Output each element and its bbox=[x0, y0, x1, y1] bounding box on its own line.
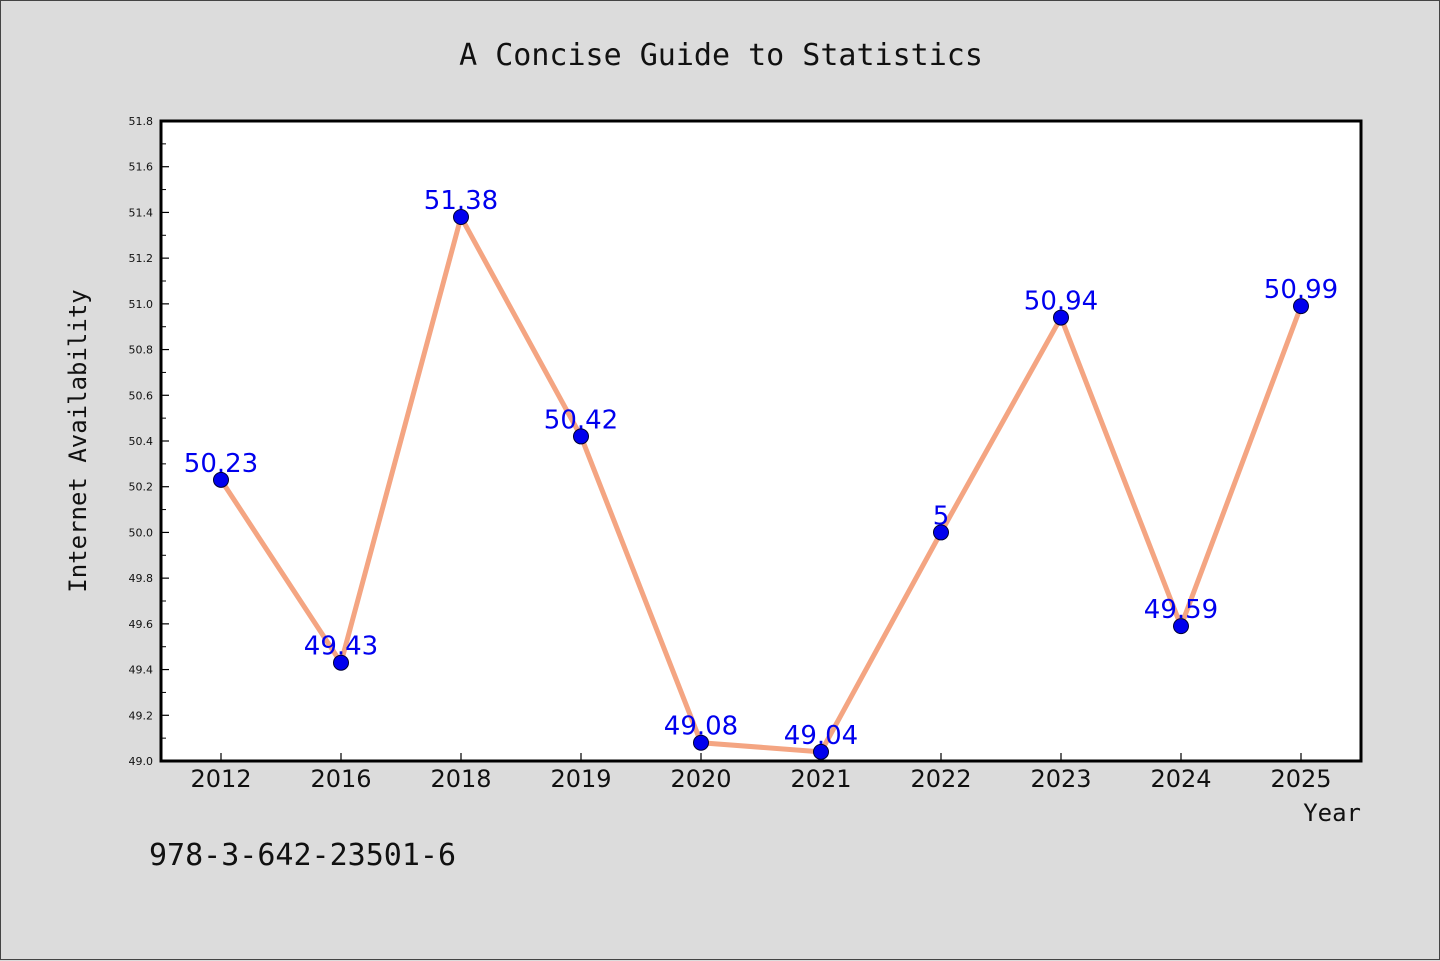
data-label: 51.38 bbox=[424, 186, 498, 216]
data-label: 49.08 bbox=[664, 712, 738, 742]
x-axis: 2012 2016 2018 2019 2020 2021 2022 2023 2024 2025 bbox=[190, 753, 1332, 793]
data-label: 49.43 bbox=[304, 632, 378, 662]
chart-title: A Concise Guide to Statistics bbox=[459, 38, 983, 73]
y-tick-label: 51.2 bbox=[129, 252, 154, 265]
data-point bbox=[1053, 309, 1069, 326]
y-tick-label: 51.0 bbox=[129, 298, 154, 311]
y-tick-label: 49.4 bbox=[129, 664, 154, 677]
y-tick-label: 49.8 bbox=[129, 572, 154, 585]
y-tick-label: 50.6 bbox=[129, 389, 154, 402]
data-point bbox=[813, 743, 829, 760]
y-tick-label: 49.6 bbox=[129, 618, 154, 631]
y-tick-label: 50.4 bbox=[129, 435, 154, 448]
x-tick-label: 2021 bbox=[790, 765, 851, 793]
data-point bbox=[333, 654, 349, 671]
y-tick-label: 51.6 bbox=[129, 161, 154, 174]
data-label: 49.04 bbox=[784, 721, 858, 751]
data-label: 5 bbox=[933, 501, 950, 531]
x-tick-label: 2024 bbox=[1150, 765, 1211, 793]
y-tick-label: 50.0 bbox=[129, 526, 154, 539]
data-label: 49.59 bbox=[1144, 595, 1218, 625]
series-layer bbox=[213, 209, 1309, 760]
data-label: 50.99 bbox=[1264, 275, 1338, 305]
x-tick-label: 2020 bbox=[670, 765, 731, 793]
data-label-layer: 50.23 49.43 51.38 50.42 49.08 49.04 5 50.94 49.5… bbox=[184, 186, 1338, 751]
data-label: 50.23 bbox=[184, 449, 258, 479]
data-point bbox=[213, 471, 229, 488]
isbn-text: 978-3-642-23501-6 bbox=[149, 838, 456, 873]
y-tick-label: 49.0 bbox=[129, 755, 154, 768]
y-axis: 49.0 49.2 49.4 49.6 49.8 50.0 50.2 50.4 50.6 50.8… bbox=[129, 115, 169, 768]
data-label: 50.42 bbox=[544, 405, 618, 435]
y-axis-label: Internet Availability bbox=[64, 289, 92, 592]
y-tick-label: 50.8 bbox=[129, 344, 154, 357]
y-tick-label: 51.4 bbox=[129, 206, 154, 219]
x-tick-label: 2012 bbox=[190, 765, 251, 793]
x-tick-label: 2016 bbox=[310, 765, 371, 793]
x-tick-label: 2022 bbox=[910, 765, 971, 793]
data-point bbox=[1173, 618, 1189, 635]
x-tick-label: 2025 bbox=[1270, 765, 1331, 793]
data-label: 50.94 bbox=[1024, 287, 1098, 317]
series-line bbox=[218, 214, 1304, 755]
data-point bbox=[1293, 298, 1309, 315]
y-tick-label: 51.8 bbox=[129, 115, 154, 128]
x-tick-label: 2018 bbox=[430, 765, 491, 793]
x-tick-label: 2023 bbox=[1030, 765, 1091, 793]
plot-area bbox=[159, 119, 1363, 763]
y-tick-label: 49.2 bbox=[129, 709, 154, 722]
x-axis-label: Year bbox=[1303, 799, 1361, 827]
x-tick-label: 2019 bbox=[550, 765, 611, 793]
data-point bbox=[693, 734, 709, 751]
data-point bbox=[933, 524, 949, 541]
y-tick-label: 50.2 bbox=[129, 481, 154, 494]
data-point bbox=[573, 428, 589, 445]
data-point bbox=[453, 209, 469, 225]
